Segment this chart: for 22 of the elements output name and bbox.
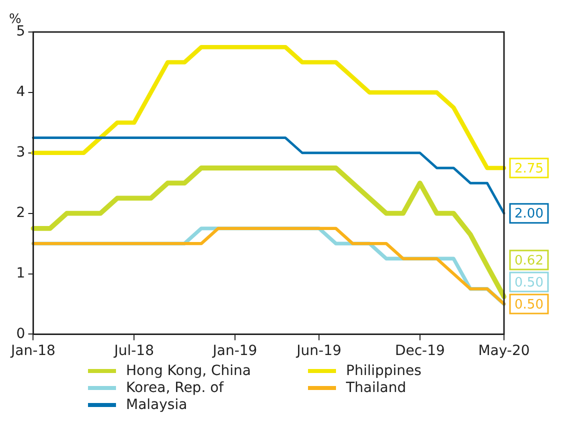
y-tick-label: 2 <box>16 204 26 221</box>
y-tick-label: 5 <box>16 24 26 40</box>
data-label: 2.75 <box>514 161 544 176</box>
y-tick-label: 3 <box>16 144 26 161</box>
x-tick-label: Jun-19 <box>296 343 342 360</box>
data-label: 0.50 <box>514 297 544 312</box>
data-label: 0.62 <box>514 253 544 268</box>
y-tick-label: 1 <box>16 265 26 282</box>
y-tick-label: 4 <box>16 84 26 100</box>
x-tick-label: May-20 <box>478 343 530 360</box>
legend-label: Philippines <box>346 363 422 379</box>
x-tick-label: Dec-19 <box>394 343 445 360</box>
legend-label: Hong Kong, China <box>126 363 252 379</box>
x-tick-label: Jan-19 <box>212 343 258 360</box>
data-label: 2.00 <box>514 206 544 222</box>
x-tick-label: Jul-18 <box>113 343 154 360</box>
data-label: 0.50 <box>514 275 544 290</box>
y-tick-label: 0 <box>16 326 26 342</box>
legend-label: Malaysia <box>126 397 188 413</box>
legend-label: Korea, Rep. of <box>126 380 224 396</box>
x-tick-label: Jan-18 <box>10 343 56 360</box>
legend-label: Thailand <box>346 380 406 396</box>
